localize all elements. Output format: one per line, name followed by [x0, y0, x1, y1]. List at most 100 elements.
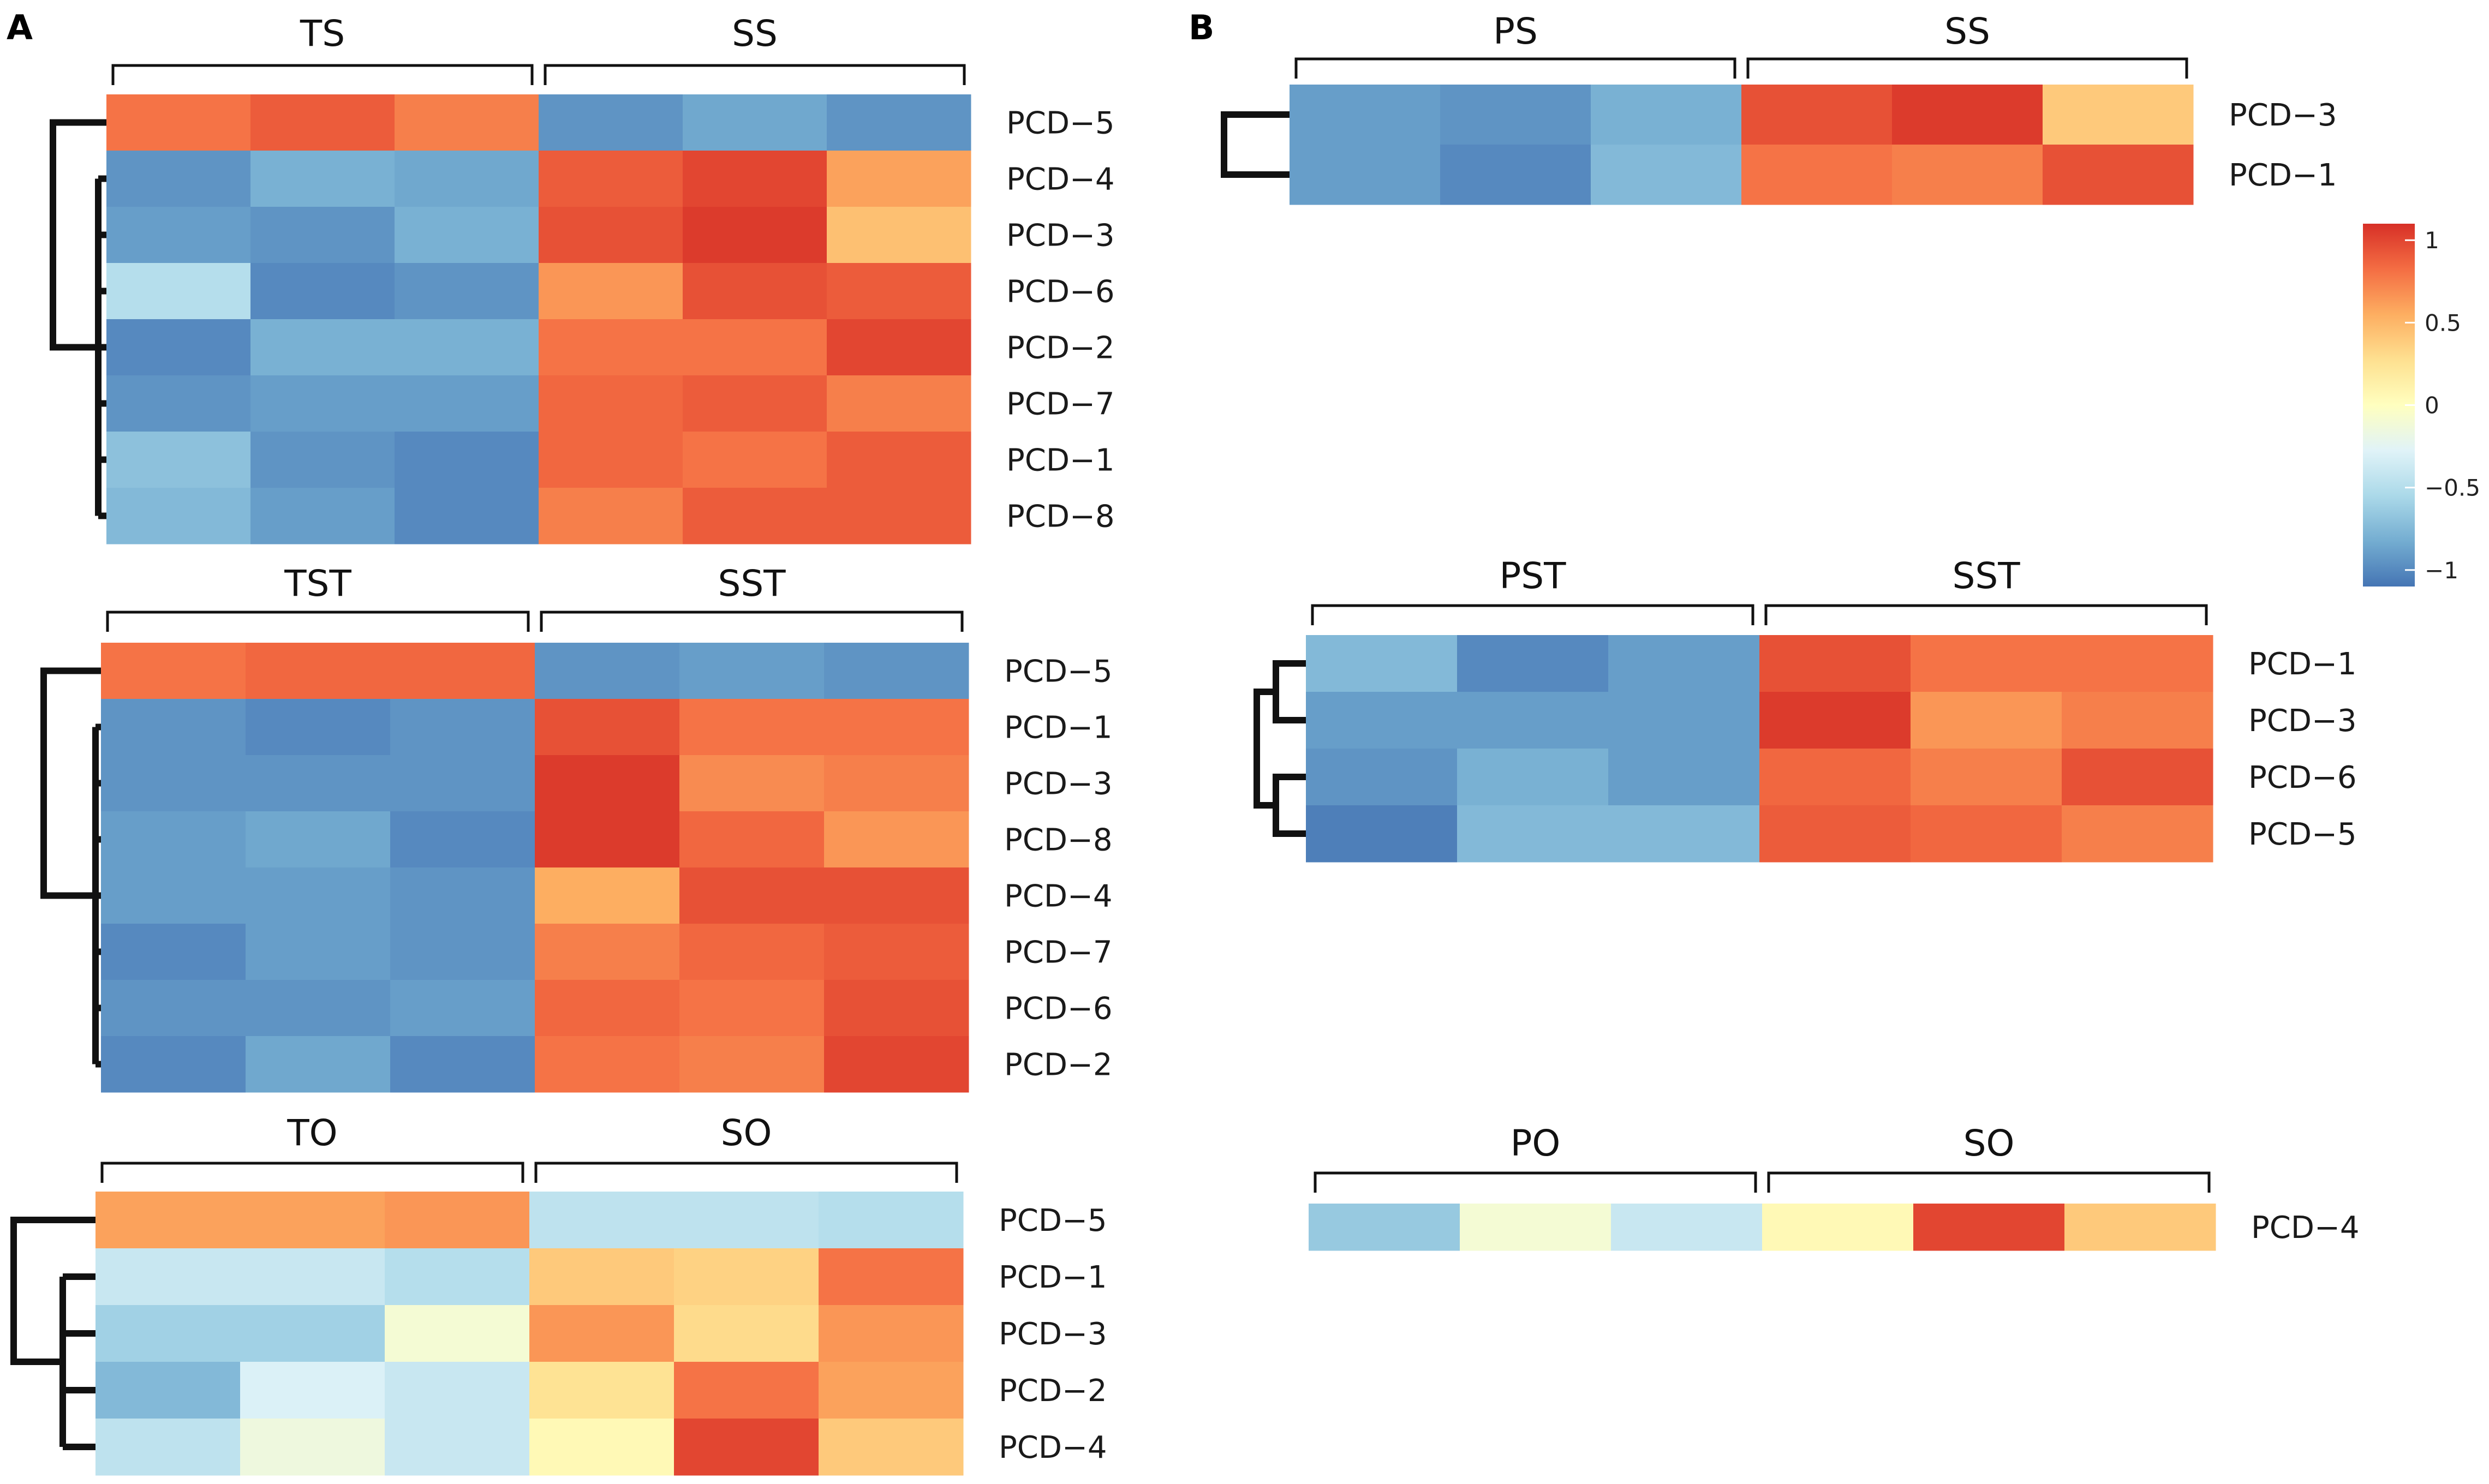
- heatmap-cell: [824, 867, 969, 924]
- heatmap-cell: [827, 207, 971, 264]
- heatmap-cell: [679, 980, 825, 1037]
- heatmap-cell: [539, 151, 683, 207]
- heatmap-cell: [1762, 1204, 1914, 1251]
- heatmap-cell: [1306, 635, 1458, 692]
- group-header-sst: SST: [1952, 555, 2020, 597]
- heatmap-cell: [529, 1192, 675, 1249]
- heatmap-cell: [240, 1419, 385, 1476]
- heatmap-cell: [674, 1248, 819, 1306]
- heatmap-cell: [106, 488, 251, 544]
- heatmap-cell: [1460, 1204, 1611, 1251]
- row-label: PCD−3: [2248, 703, 2357, 739]
- heatmap-cell: [1892, 85, 2043, 145]
- heatmap-cell: [679, 699, 825, 756]
- heatmap-cell: [683, 432, 827, 488]
- group-header-ss: SS: [732, 13, 778, 55]
- heatmap-cell: [390, 811, 535, 868]
- heatmap-cell: [246, 1036, 391, 1093]
- heatmap-cell: [1759, 635, 1911, 692]
- heatmap-cell: [2062, 692, 2213, 749]
- heatmap-cell: [390, 867, 535, 924]
- heatmap-cell: [250, 432, 395, 488]
- heatmap-cell: [390, 755, 535, 812]
- heatmap-cell: [539, 263, 683, 320]
- heatmap-cell: [240, 1248, 385, 1306]
- heatmap-cell: [246, 867, 391, 924]
- group-header-ss: SS: [1944, 10, 1990, 52]
- heatmap-cell: [674, 1305, 819, 1362]
- heatmap-cell: [390, 699, 535, 756]
- row-label: PCD−5: [2248, 817, 2357, 852]
- heatmap-cell: [674, 1192, 819, 1249]
- heatmap-cell: [106, 151, 251, 207]
- heatmap-cell: [535, 1036, 680, 1093]
- heatmap-cell: [395, 488, 539, 544]
- heatmap-cell: [683, 319, 827, 376]
- color-scale-label: −0.5: [2425, 475, 2480, 501]
- heatmap-cell: [1457, 692, 1609, 749]
- heatmap-cell: [395, 263, 539, 320]
- heatmap-cell: [2043, 145, 2194, 205]
- heatmap-cell: [1741, 85, 1893, 145]
- heatmap-cell: [106, 375, 251, 432]
- heatmap-cell: [101, 755, 246, 812]
- heatmap-cell: [1892, 145, 2043, 205]
- heatmap-cell: [819, 1419, 964, 1476]
- heatmap-b-ps-ss: PCD−3 PCD−1 PS SS: [1221, 10, 2337, 205]
- heatmap-cell: [395, 375, 539, 432]
- heatmap-cell: [95, 1192, 241, 1249]
- group-bracket: [534, 1162, 958, 1183]
- heatmap-a-tst-sst: PCD−5 PCD−1 PCD−3 PCD−8 PCD−4 PCD−7 PCD−6 PCD−2…: [40, 563, 1113, 1093]
- heatmap-cell: [106, 319, 251, 376]
- heatmap-cell: [824, 811, 969, 868]
- heatmap-cell: [101, 924, 246, 980]
- heatmap-cell: [250, 375, 395, 432]
- heatmap-cell: [1759, 692, 1911, 749]
- heatmap-cell: [246, 643, 391, 699]
- heatmap-cell: [385, 1192, 530, 1249]
- heatmap-cell: [529, 1248, 675, 1306]
- heatmap-cell: [1457, 805, 1609, 863]
- heatmap-cell: [1591, 85, 1742, 145]
- group-bracket: [1767, 1171, 2211, 1193]
- dendrogram-branch: [10, 1217, 95, 1450]
- heatmap-cell: [250, 263, 395, 320]
- row-label: PCD−8: [1004, 823, 1113, 858]
- heatmap-cell: [827, 432, 971, 488]
- heatmap-cell: [101, 1036, 246, 1093]
- heatmap-cell: [240, 1305, 385, 1362]
- heatmap-cell: [250, 319, 395, 376]
- heatmap-cell: [390, 643, 535, 699]
- heatmap-cell: [824, 1036, 969, 1093]
- heatmap-cell: [395, 94, 539, 151]
- dendrogram-branch: [1221, 111, 1290, 178]
- heatmap-cell: [106, 432, 251, 488]
- heatmap-cell: [535, 699, 680, 756]
- heatmap-cell: [395, 151, 539, 207]
- group-header-to: TO: [286, 1112, 337, 1154]
- group-header-ps: PS: [1493, 10, 1538, 52]
- heatmap-cell: [250, 488, 395, 544]
- heatmap-cell: [1290, 145, 1441, 205]
- row-label: PCD−4: [1006, 162, 1115, 198]
- group-header-po: PO: [1511, 1122, 1561, 1164]
- heatmap-cell: [95, 1362, 241, 1419]
- group-bracket: [544, 64, 966, 85]
- heatmap-cell: [101, 980, 246, 1037]
- heatmap-cell: [250, 151, 395, 207]
- row-label: PCD−5: [1004, 654, 1113, 690]
- heatmap-cell: [95, 1305, 241, 1362]
- heatmap-cell: [539, 375, 683, 432]
- row-label: PCD−8: [1006, 499, 1115, 535]
- heatmap-cell: [827, 263, 971, 320]
- dendrogram-branch: [1254, 660, 1306, 837]
- group-header-ts: TS: [300, 13, 345, 55]
- group-bracket: [1764, 604, 2208, 625]
- row-label: PCD−1: [1006, 443, 1115, 478]
- group-header-so: SO: [721, 1112, 772, 1154]
- heatmap-cell: [1306, 692, 1458, 749]
- heatmap-cell: [385, 1305, 530, 1362]
- heatmap-cell: [827, 151, 971, 207]
- row-label: PCD−4: [999, 1430, 1107, 1465]
